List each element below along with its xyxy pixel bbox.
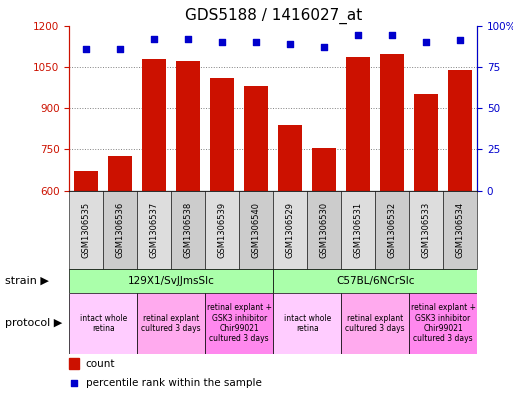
Text: count: count <box>86 358 115 369</box>
FancyBboxPatch shape <box>307 191 341 269</box>
Title: GDS5188 / 1416027_at: GDS5188 / 1416027_at <box>185 8 362 24</box>
Bar <box>312 148 336 191</box>
Point <box>82 46 90 52</box>
Point <box>388 32 396 39</box>
Text: intact whole
retina: intact whole retina <box>80 314 127 333</box>
FancyBboxPatch shape <box>137 191 171 269</box>
Bar <box>69 358 80 369</box>
FancyBboxPatch shape <box>137 293 205 354</box>
FancyBboxPatch shape <box>205 191 239 269</box>
Text: retinal explant
cultured 3 days: retinal explant cultured 3 days <box>142 314 201 333</box>
FancyBboxPatch shape <box>273 269 477 293</box>
Text: GSM1306529: GSM1306529 <box>286 202 294 258</box>
Bar <box>142 59 166 191</box>
Bar <box>448 70 472 191</box>
Text: 129X1/SvJJmsSlc: 129X1/SvJJmsSlc <box>128 276 214 286</box>
FancyBboxPatch shape <box>239 191 273 269</box>
Bar <box>244 86 268 191</box>
FancyBboxPatch shape <box>409 293 477 354</box>
Point <box>218 39 226 45</box>
Text: protocol ▶: protocol ▶ <box>5 318 63 328</box>
Bar <box>278 125 302 191</box>
Text: retinal explant +
GSK3 inhibitor
Chir99021
cultured 3 days: retinal explant + GSK3 inhibitor Chir990… <box>207 303 272 343</box>
FancyBboxPatch shape <box>273 191 307 269</box>
FancyBboxPatch shape <box>103 191 137 269</box>
Text: GSM1306531: GSM1306531 <box>353 202 363 258</box>
Text: GSM1306534: GSM1306534 <box>456 202 465 258</box>
Point <box>286 40 294 47</box>
Point <box>150 36 159 42</box>
FancyBboxPatch shape <box>205 293 273 354</box>
Point <box>422 39 430 45</box>
Bar <box>380 54 404 191</box>
Bar <box>176 61 200 191</box>
Text: percentile rank within the sample: percentile rank within the sample <box>86 378 262 388</box>
FancyBboxPatch shape <box>171 191 205 269</box>
Point <box>70 380 78 386</box>
Bar <box>414 94 438 191</box>
Text: strain ▶: strain ▶ <box>5 276 49 286</box>
FancyBboxPatch shape <box>443 191 477 269</box>
Text: GSM1306537: GSM1306537 <box>150 202 159 258</box>
Point <box>116 46 124 52</box>
FancyBboxPatch shape <box>341 293 409 354</box>
Text: GSM1306536: GSM1306536 <box>116 202 125 258</box>
FancyBboxPatch shape <box>273 293 341 354</box>
Bar <box>74 171 98 191</box>
FancyBboxPatch shape <box>69 269 273 293</box>
Bar <box>108 156 132 191</box>
Text: GSM1306533: GSM1306533 <box>422 202 430 258</box>
Point <box>354 32 362 39</box>
FancyBboxPatch shape <box>409 191 443 269</box>
Point <box>252 39 260 45</box>
Text: retinal explant
cultured 3 days: retinal explant cultured 3 days <box>345 314 405 333</box>
Text: GSM1306538: GSM1306538 <box>184 202 193 258</box>
Bar <box>210 78 234 191</box>
Text: retinal explant +
GSK3 inhibitor
Chir99021
cultured 3 days: retinal explant + GSK3 inhibitor Chir990… <box>410 303 476 343</box>
Point <box>184 36 192 42</box>
Text: GSM1306530: GSM1306530 <box>320 202 329 258</box>
FancyBboxPatch shape <box>375 191 409 269</box>
Text: GSM1306539: GSM1306539 <box>218 202 227 258</box>
Point <box>320 44 328 50</box>
Text: GSM1306532: GSM1306532 <box>388 202 397 258</box>
FancyBboxPatch shape <box>69 191 103 269</box>
Text: GSM1306535: GSM1306535 <box>82 202 91 258</box>
Text: intact whole
retina: intact whole retina <box>284 314 331 333</box>
Point <box>456 37 464 44</box>
FancyBboxPatch shape <box>69 293 137 354</box>
FancyBboxPatch shape <box>341 191 375 269</box>
Text: C57BL/6NCrSlc: C57BL/6NCrSlc <box>336 276 415 286</box>
Text: GSM1306540: GSM1306540 <box>252 202 261 258</box>
Bar <box>346 57 370 191</box>
